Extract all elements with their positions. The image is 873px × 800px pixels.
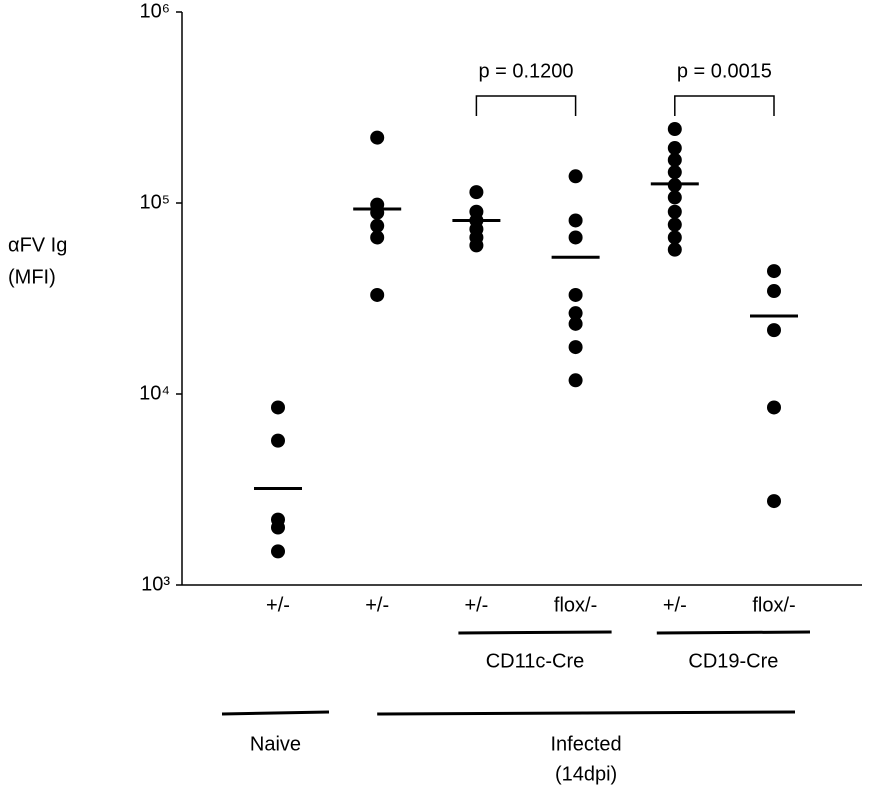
data-point	[370, 130, 385, 145]
condition-label: (14dpi)	[555, 763, 617, 785]
y-axis-label: αFV Ig	[8, 234, 67, 256]
condition-line	[221, 710, 330, 716]
x-tick-label: +/-	[663, 594, 687, 616]
data-point	[667, 165, 682, 180]
x-tick-label: +/-	[464, 594, 488, 616]
data-point	[370, 230, 385, 245]
data-point	[667, 152, 682, 167]
group-line	[458, 630, 612, 635]
data-point	[767, 494, 781, 509]
condition-label: Naive	[250, 733, 301, 755]
data-point	[767, 264, 781, 279]
data-point	[767, 284, 781, 299]
data-point	[667, 230, 682, 245]
y-axis-label: (MFI)	[8, 266, 56, 288]
x-tick-label: flox/-	[554, 594, 597, 616]
data-point	[767, 323, 781, 338]
condition-line	[377, 710, 796, 716]
data-point	[568, 169, 583, 184]
data-point	[568, 230, 583, 245]
data-point	[667, 242, 682, 257]
data-point	[568, 306, 583, 321]
y-tick-label: 10⁴	[139, 382, 170, 404]
group-line	[656, 630, 811, 635]
data-point	[568, 340, 583, 355]
data-point	[469, 238, 484, 253]
data-point	[271, 400, 285, 415]
condition-label: Infected	[551, 733, 622, 755]
group-label: CD19-Cre	[688, 650, 778, 672]
data-point	[568, 373, 583, 388]
bracket	[674, 95, 775, 116]
y-tick-label: 10⁵	[139, 191, 170, 213]
data-point	[667, 122, 682, 137]
x-tick-label: flox/-	[752, 594, 795, 616]
group-label: CD11c-Cre	[486, 650, 585, 672]
data-point	[767, 400, 781, 415]
data-point	[271, 544, 285, 559]
data-point	[568, 316, 583, 331]
data-point	[271, 433, 285, 448]
x-tick-label: +/-	[365, 594, 389, 616]
data-point	[667, 141, 682, 156]
x-tick-label: +/-	[266, 594, 290, 616]
data-point	[667, 217, 682, 232]
p-value: p = 0.0015	[677, 60, 772, 82]
data-point	[370, 287, 385, 302]
y-tick-label: 10³	[141, 573, 170, 595]
bracket	[475, 95, 577, 116]
p-value: p = 0.1200	[478, 60, 573, 82]
y-tick-label: 10⁶	[140, 0, 170, 22]
data-point	[568, 287, 583, 302]
data-point	[469, 185, 484, 200]
data-point	[568, 213, 583, 228]
data-point	[370, 218, 385, 233]
data-point	[667, 204, 682, 219]
data-point	[271, 520, 285, 535]
data-point	[667, 190, 682, 205]
